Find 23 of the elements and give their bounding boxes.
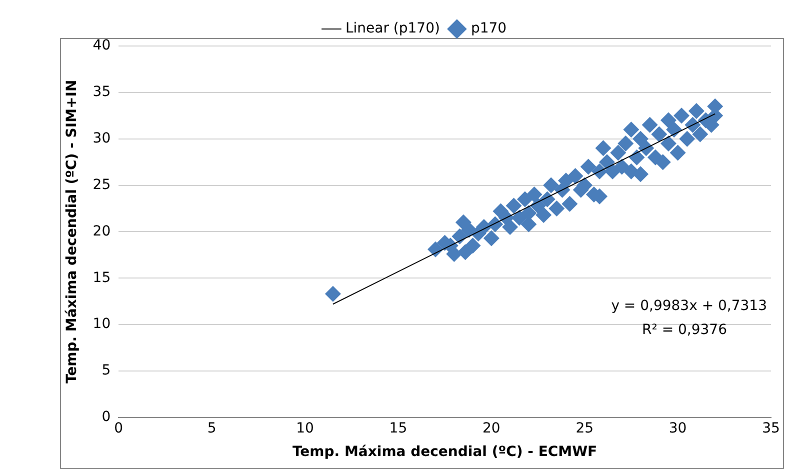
legend-label: Linear (p170) [345,20,440,37]
y-tick-label: 30 [92,130,111,146]
y-tick-label: 0 [102,409,111,426]
y-tick-label: 40 [92,38,111,54]
y-axis-title: Temp. Máxima decendial (ºC) - SIM+IN [64,80,80,384]
legend-label: p170 [470,20,507,37]
x-tick-label: 30 [668,420,687,436]
annotation: R² = 0,9376 [642,322,728,338]
y-tick-label: 5 [102,362,111,379]
x-tick-label: 25 [576,420,594,436]
annotation: y = 0,9983x + 0,7313 [611,298,767,314]
x-tick-label: 0 [114,420,124,436]
y-tick-label: 10 [92,316,111,332]
y-tick-label: 20 [92,223,111,240]
x-tick-label: 20 [482,420,500,436]
x-tick-label: 10 [296,420,314,436]
x-tick-label: 15 [389,420,408,436]
y-tick-label: 25 [92,176,111,193]
y-tick-label: 15 [92,270,111,286]
x-axis-title: Temp. Máxima decendial (ºC) - ECMWF [292,444,598,460]
x-tick-label: 35 [762,420,780,436]
y-tick-label: 35 [92,84,111,100]
x-tick-label: 5 [207,420,216,436]
